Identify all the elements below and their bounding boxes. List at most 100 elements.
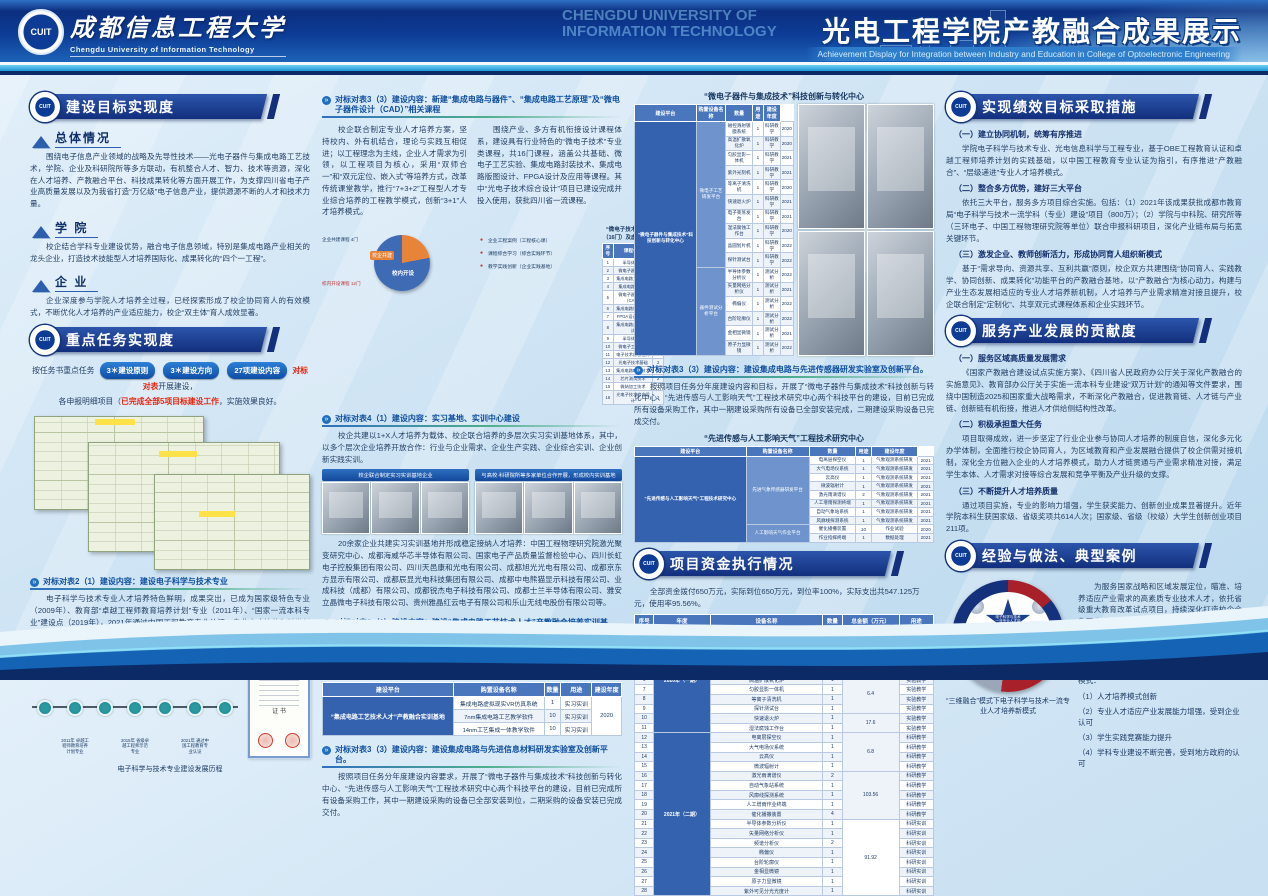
table-cell: 2020 — [779, 135, 795, 152]
table-cell: 2021 — [917, 507, 934, 517]
major-paragraph: 电子科学与技术专业人才培养特色鲜明，成果突出，已成为国家级特色专业（2009年）… — [30, 594, 310, 651]
contribution-2-paragraph: 项目取得成效，进一步坚定了行业企业参与协同人才培养的制度自信，深化多元化办学体制… — [946, 434, 1242, 479]
arrow-circle-icon: » — [322, 415, 331, 425]
table-cell: 2021 — [779, 281, 795, 298]
table-cell: 快速退火炉 — [709, 713, 824, 724]
table-cell: 2021 — [917, 464, 934, 474]
table-cell: 6 — [633, 674, 655, 686]
table-cell: 集成电路虚拟现实VR仿真系统 — [452, 696, 545, 711]
section-banner-fund: CUIT 项目资金执行情况 — [634, 548, 934, 579]
satellite-node — [968, 597, 985, 615]
table-cell: 数据处理 — [870, 532, 919, 543]
column-header: 建设平台 — [322, 682, 454, 698]
column-header: 用途 — [898, 613, 935, 628]
table-cell: 等离子清洗机 — [725, 179, 753, 195]
table-cell: 27 — [633, 876, 655, 887]
model-ring-graphic: 电子科学与技术一流专业人才培养 — [952, 579, 1064, 692]
center2-equipment-table: 建设平台 购置设备名称 数量 用途 建设年度 “先进传感与人工影响天气”工程技术研究中心先… — [634, 445, 934, 543]
table-cell: 实训教学 — [898, 636, 935, 647]
table-cell: 43.2 — [841, 626, 900, 638]
table-cell: 26 — [633, 866, 655, 878]
subsection-college: 学 院 — [32, 219, 310, 238]
table-row: 紫外光刻机 1 科研教学 2021 — [635, 164, 795, 181]
table-cell: 2021 — [917, 489, 934, 500]
table-cell: 14 — [602, 374, 614, 384]
table-cell: 实验教学 — [898, 703, 935, 715]
table-cell: 科研教学 — [898, 799, 935, 811]
table-cell: 大气电场仪系统 — [808, 464, 857, 474]
column-header: 建设平台 — [634, 104, 697, 122]
table-cell: 实习实训 — [560, 722, 593, 737]
chip-contents: 27项建设内容 — [227, 361, 288, 379]
table-cell: 22 — [633, 828, 655, 839]
table-cell: 自动气象站系统 — [808, 507, 857, 517]
table-cell: 25 — [633, 857, 655, 868]
table-cell: 10 — [855, 524, 872, 534]
table-cell: 1 — [822, 876, 843, 887]
table-cell: 金相显微镜 — [709, 866, 824, 878]
courses-paragraph-right: 围绕产业、多方有机衔接设计课程体系，建设具有行业特色的“微电子技术”专业类课程，… — [477, 125, 622, 205]
pie-branch-item: 课程综合学习（综合实践环节） — [478, 250, 596, 257]
table-cell: 2020 — [779, 179, 795, 195]
table-cell: 1 — [822, 789, 843, 801]
table-cell: 91.92 — [841, 818, 900, 896]
table-cell: 科研教学 — [898, 732, 935, 743]
table-cell: 匀胶显影一体机 — [725, 150, 753, 166]
table-cell: 催化播撒装置 — [709, 809, 824, 820]
task-table-image-3 — [154, 474, 310, 571]
contribution-3-title: （三）不断提升人才培养质量 — [954, 486, 1058, 496]
ic-base-paragraph: 项目实施周期内，建设搭建了完整的“集成电路工艺技术人才”产教融合实训基地，该基地… — [322, 645, 622, 678]
arrow-circle-icon: » — [30, 578, 39, 588]
table-cell: 风廓线探测系统 — [709, 789, 824, 801]
section-banner-goals: CUIT 建设目标实现度 — [30, 92, 310, 122]
table-cell: 测试分析 — [762, 281, 781, 298]
contribution-1-paragraph: 《国家产教融合建设试点实施方案》、《四川省人民政府办公厅关于深化产教融合的实施意… — [946, 368, 1242, 413]
table-cell: 7nm集成电路工艺仿真教学软件 — [709, 636, 824, 647]
table-cell: 等离子清洗机 — [709, 693, 824, 705]
table-cell: 11 — [633, 722, 655, 734]
model-bars — [974, 662, 1040, 674]
case-point: （4）学科专业建设不断完善，受到地方政府的认可 — [1078, 747, 1240, 768]
table-cell: 科研实训 — [898, 847, 935, 859]
table-cell: 科研教学 — [898, 761, 935, 772]
table-cell: 科研实训 — [898, 818, 935, 830]
table-cell: 1 — [822, 713, 843, 724]
subhead-bases: » 对标对表4（1）建设内容：实习基地、实训中心建设 — [322, 414, 622, 428]
column-header: 数量 — [543, 682, 562, 698]
table-cell: 科研教学 — [898, 789, 935, 801]
table-cell: 科研教学 — [762, 179, 781, 195]
satellite-node — [1033, 625, 1050, 643]
overview-paragraph: 围绕电子信息产业领域的战略及先导性技术——光电子器件与集成电路工艺技术，学院、企… — [30, 152, 310, 209]
section-banner-measures: CUIT 实现绩效目标采取措施 — [946, 92, 1242, 122]
column-header: 年度 — [653, 613, 711, 628]
table-cell: 10 — [822, 636, 843, 647]
table-cell: 1 — [855, 472, 872, 483]
equipment-photos — [798, 104, 934, 356]
column-header: 数量 — [725, 104, 753, 122]
table-cell: 2021 — [779, 193, 795, 210]
timeline-node: 2019年 国家一流本科专业建设点 — [150, 660, 180, 756]
table-cell: 1 — [751, 325, 764, 341]
table-cell: 2021 — [917, 472, 934, 483]
table-cell: “先进传感与人工影响天气”工程技术研究中心 — [634, 455, 747, 543]
base-photo — [475, 482, 524, 535]
table-cell: 科研教学 — [762, 164, 781, 181]
center1-title: “微电子器件与集成技术”科技创新与转化中心 — [704, 92, 864, 101]
table-row: 器件测试分析平台 半导体参数分析仪 1 测试分析 2022 — [635, 266, 795, 356]
table-cell: 科研教学 — [762, 193, 781, 210]
table-cell: 矢量网络分析仪 — [725, 281, 753, 298]
table-cell: 高温扩散氧化炉 — [725, 135, 753, 152]
table-cell: 1 — [822, 741, 843, 753]
table-cell: 10 — [822, 655, 843, 667]
triangle-icon — [32, 280, 50, 293]
arrow-circle-icon: » — [322, 746, 331, 756]
enterprise-paragraph: 企业深度参与学院人才培养全过程，已经探索形成了校企协同育人的有效模式，不断优化人… — [30, 296, 310, 318]
table-cell: 7 — [633, 684, 655, 695]
table-cell: 气象观测系统研发 — [870, 455, 919, 466]
triangle-icon — [32, 225, 50, 238]
arrow-circle-icon: » — [322, 619, 331, 629]
table-cell: 器件测试分析平台 — [695, 266, 727, 356]
column-3: “微电子器件与集成技术”科技创新与转化中心 建设平台 购置设备名称 数量 用途 建设年度… — [633, 86, 935, 896]
table-cell: 台阶轮廓仪 — [709, 857, 824, 868]
table-cell: 探针测试台 — [725, 252, 753, 268]
